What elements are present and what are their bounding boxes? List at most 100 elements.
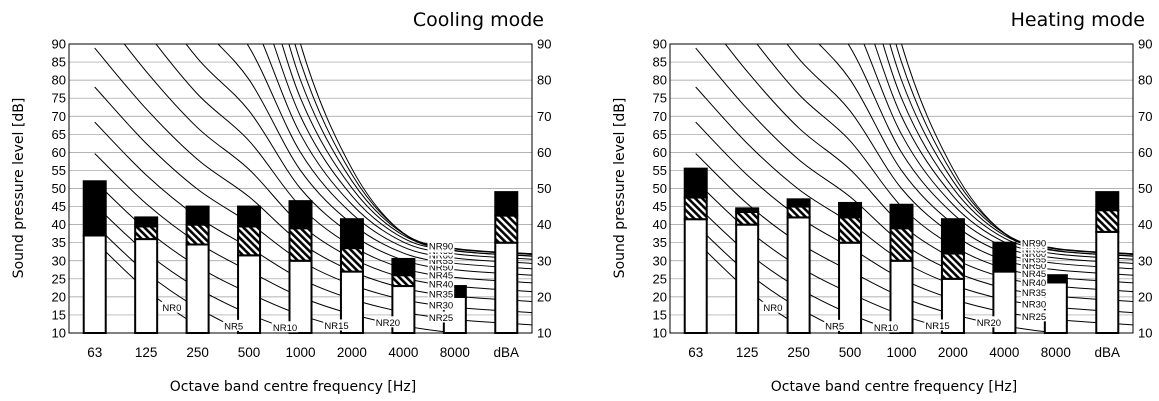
nr-curve-label: NR60: [1022, 249, 1046, 260]
nr-curve-label: NR40: [1022, 278, 1046, 289]
nr-curve-label: NR10: [874, 323, 898, 334]
bar-segment-2: [940, 252, 965, 280]
x-tick-label: 1000: [285, 345, 315, 360]
nr-curve-nr40: [123, 44, 532, 293]
bar-segment-3: [683, 167, 708, 199]
nr-curve-nr65: [262, 44, 532, 260]
y-tick-label: 20: [52, 289, 66, 304]
bar-segment-2: [683, 196, 708, 221]
y2-tick-label: 20: [537, 289, 551, 304]
nr-curve-label: NR20: [977, 318, 1001, 329]
x-tick-label: 4000: [989, 345, 1019, 360]
y2-tick-label: 30: [1138, 253, 1152, 268]
nr-label-bg: [427, 254, 455, 266]
nr-label-bg: [1020, 252, 1048, 264]
bar-segment-1: [185, 243, 210, 334]
nr-curve-label: NR10: [273, 323, 297, 334]
y-tick-label: 50: [52, 181, 66, 196]
nr-curve-nr90: [900, 44, 1133, 257]
nr-label-bg: [374, 316, 402, 328]
nr-curve-nr65: [863, 44, 1133, 260]
nr-label-bg: [1020, 310, 1048, 322]
nr-label-bg: [872, 321, 900, 333]
y-tick-label: 40: [653, 217, 667, 232]
bar-segment-2: [889, 227, 914, 262]
bar-segment-3: [185, 205, 210, 226]
x-tick-label: 125: [736, 345, 759, 360]
y2-tick-label: 20: [1138, 289, 1152, 304]
y-tick-label: 10: [52, 326, 66, 341]
y2-tick-label: 50: [1138, 181, 1152, 196]
nr-curve-label: NR30: [1022, 299, 1046, 310]
bar-segment-3: [838, 201, 863, 219]
bar-segment-2: [288, 227, 313, 262]
nr-curve-label: NR55: [1022, 254, 1046, 265]
y-tick-label: 55: [52, 163, 66, 178]
nr-curve-label: NR25: [429, 313, 453, 324]
bar-segment-3: [940, 218, 965, 255]
x-tick-label: 500: [238, 345, 261, 360]
bar-segment-3: [82, 180, 107, 237]
x-tick-label: 63: [688, 345, 703, 360]
x-tick-label: 4000: [388, 345, 418, 360]
y-tick-label: 70: [653, 109, 667, 124]
y2-tick-label: 70: [1138, 109, 1152, 124]
bar-segment-3: [1095, 191, 1120, 212]
x-axis-title: Octave band centre frequency [Hz]: [170, 379, 416, 395]
nr-label-bg: [161, 301, 183, 313]
nr-label-bg: [975, 316, 1003, 328]
bar-segment-2: [237, 225, 262, 257]
y-tick-label: 80: [653, 73, 667, 88]
y-tick-label: 60: [52, 145, 66, 160]
bar-segment-3: [288, 200, 313, 230]
bar-segment-3: [889, 203, 914, 230]
y-tick-label: 80: [52, 73, 66, 88]
y2-tick-label: 10: [1138, 326, 1152, 341]
bar-segment-2: [391, 274, 416, 288]
y-tick-label: 85: [52, 55, 66, 70]
x-tick-label: 8000: [440, 345, 470, 360]
nr-label-bg: [427, 277, 455, 289]
bar-segment-1: [134, 238, 159, 334]
nr-curve-nr85: [294, 44, 532, 255]
x-tick-label: 2000: [337, 345, 367, 360]
y-tick-label: 90: [52, 37, 66, 52]
nr-label-bg: [427, 311, 455, 323]
nr-label-bg: [924, 319, 951, 331]
y-axis-title: Sound pressure level [dB]: [612, 98, 628, 279]
y-tick-label: 45: [52, 199, 66, 214]
bar-segment-2: [339, 247, 364, 273]
nr-curve-label: NR5: [224, 321, 243, 332]
nr-curve-label: NR90: [429, 241, 453, 252]
nr-curve-nr90: [299, 44, 532, 257]
y-tick-label: 65: [653, 127, 667, 142]
y2-tick-label: 50: [537, 181, 551, 196]
bar-segment-1: [683, 218, 708, 334]
y2-tick-label: 70: [537, 109, 551, 124]
y-tick-label: 55: [653, 163, 667, 178]
y2-tick-label: 90: [537, 37, 551, 52]
y2-tick-label: 10: [537, 326, 551, 341]
y2-tick-label: 60: [1138, 145, 1152, 160]
nr-label-bg: [427, 268, 455, 280]
bar-segment-1: [838, 241, 863, 334]
y-tick-label: 70: [52, 109, 66, 124]
nr-curve-nr60: [246, 44, 532, 264]
nr-curve-label: NR0: [162, 303, 181, 314]
nr-curve-label: NR55: [429, 256, 453, 267]
bar-segment-3: [237, 205, 262, 228]
y-tick-label: 30: [653, 253, 667, 268]
y-tick-label: 10: [653, 326, 667, 341]
nr-curve-label: NR50: [1022, 261, 1046, 272]
nr-label-bg: [1020, 259, 1048, 271]
y-tick-label: 15: [52, 307, 66, 322]
x-axis-title: Octave band centre frequency [Hz]: [771, 379, 1017, 395]
y-tick-label: 65: [52, 127, 66, 142]
y-tick-label: 50: [653, 181, 667, 196]
y-tick-label: 85: [653, 55, 667, 70]
y2-tick-label: 40: [537, 217, 551, 232]
y2-tick-label: 80: [537, 73, 551, 88]
nr-label-bg: [427, 261, 455, 273]
x-tick-label: 63: [87, 345, 102, 360]
